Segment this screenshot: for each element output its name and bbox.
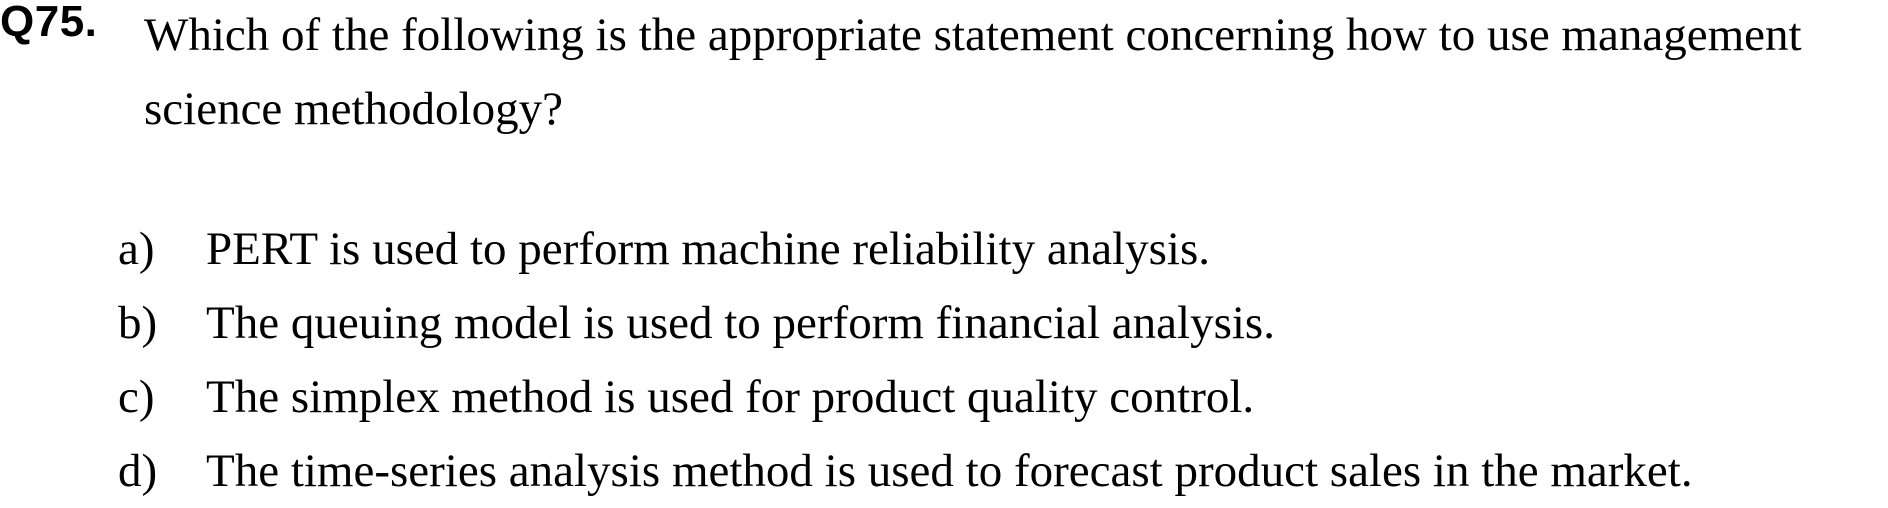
option-text: The simplex method is used for product q… <box>206 371 1255 423</box>
option-letter: a) <box>118 223 155 275</box>
question-text-line-1: Which of the following is the appropriat… <box>144 9 1802 61</box>
option-text: PERT is used to perform machine reliabil… <box>206 223 1211 275</box>
question-text-line-2: science methodology? <box>144 83 563 135</box>
option-d: d) The time-series analysis method is use… <box>118 434 1693 508</box>
option-text: The time-series analysis method is used … <box>206 445 1693 497</box>
option-b: b) The queuing model is used to perform f… <box>118 286 1275 360</box>
question-number: Q75. <box>0 0 98 46</box>
option-c: c) The simplex method is used for product… <box>118 360 1254 434</box>
question-text: Which of the following is the appropriat… <box>144 0 1886 146</box>
option-a: a) PERT is used to perform machine reliab… <box>118 212 1210 286</box>
option-letter: c) <box>118 371 155 423</box>
option-letter: b) <box>118 297 158 349</box>
option-text: The queuing model is used to perform fin… <box>206 297 1275 349</box>
option-letter: d) <box>118 445 158 497</box>
